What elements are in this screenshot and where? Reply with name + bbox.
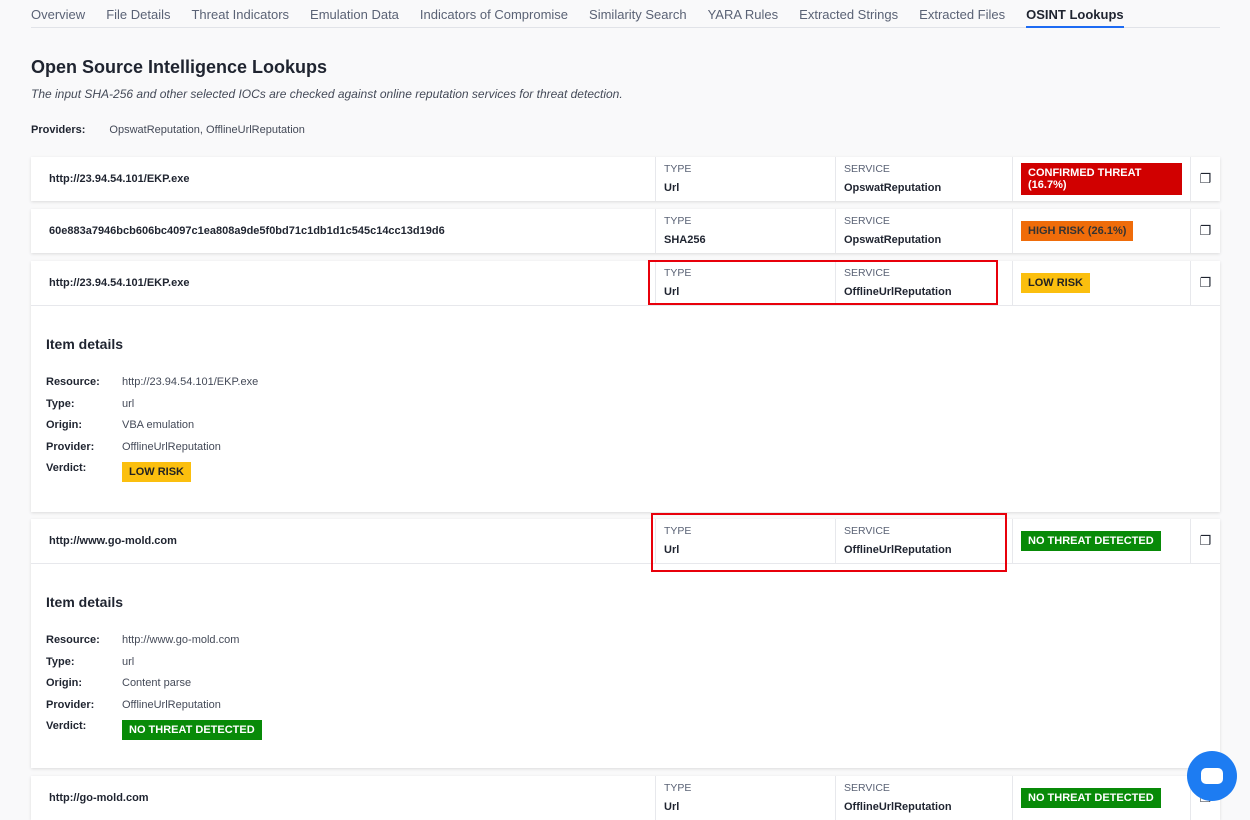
item-details-heading: Item details (46, 594, 124, 610)
detail-provider: Provider: OfflineUrlReputation (46, 699, 1205, 721)
service-value: OfflineUrlReputation (844, 801, 952, 813)
tab-iocs[interactable]: Indicators of Compromise (419, 7, 569, 22)
tab-file-details[interactable]: File Details (106, 7, 171, 22)
item-details-heading: Item details (46, 336, 124, 352)
service-label: SERVICE (844, 782, 890, 794)
osint-result-row[interactable]: http://go-mold.com TYPE Url SERVICE Offlin… (31, 776, 1220, 820)
detail-value: http://23.94.54.101/EKP.exe (122, 376, 259, 388)
detail-type: Type: url (46, 398, 1205, 420)
detail-type: Type: url (46, 656, 1205, 678)
detail-label: Origin: (46, 419, 83, 431)
tab-extracted-files[interactable]: Extracted Files (919, 7, 1006, 22)
tab-osint-lookups[interactable]: OSINT Lookups (1026, 0, 1124, 28)
osint-result-card: 60e883a7946bcb606bc4097c1ea808a9de5f0bd7… (31, 209, 1220, 253)
service-value: OfflineUrlReputation (844, 286, 952, 298)
detail-label: Resource: (46, 376, 100, 388)
detail-value: http://www.go-mold.com (122, 634, 240, 646)
verdict-badge: NO THREAT DETECTED (122, 720, 262, 740)
chat-bubble-icon (1201, 768, 1223, 784)
page-title: Open Source Intelligence Lookups (31, 57, 328, 77)
detail-resource: Resource: http://23.94.54.101/EKP.exe (46, 376, 1205, 398)
type-label: TYPE (664, 525, 692, 537)
type-label: TYPE (664, 163, 692, 175)
item-details: Item details Resource: http://www.go-mold… (31, 563, 1220, 768)
tab-similarity-search[interactable]: Similarity Search (589, 7, 687, 22)
tab-yara-rules[interactable]: YARA Rules (707, 7, 779, 22)
service-label: SERVICE (844, 163, 890, 175)
type-value: Url (664, 801, 680, 813)
service-value: OpswatReputation (844, 234, 942, 246)
detail-resource: Resource: http://www.go-mold.com (46, 634, 1205, 656)
detail-value: VBA emulation (122, 419, 195, 431)
type-label: TYPE (664, 782, 692, 794)
item-details: Item details Resource: http://23.94.54.10… (31, 305, 1220, 512)
type-label: TYPE (664, 267, 692, 279)
osint-result-card: http://23.94.54.101/EKP.exe TYPE Url SERV… (31, 157, 1220, 201)
detail-label: Type: (46, 655, 75, 668)
page-subtitle: The input SHA-256 and other selected IOC… (31, 87, 623, 101)
ioc-value: 60e883a7946bcb606bc4097c1ea808a9de5f0bd7… (49, 225, 445, 237)
detail-value: url (122, 397, 135, 410)
service-value: OpswatReputation (844, 182, 942, 194)
type-value: Url (664, 286, 680, 298)
copy-icon[interactable]: ❐ (1190, 209, 1220, 253)
verdict-badge: LOW RISK (122, 462, 191, 482)
osint-result-row[interactable]: 60e883a7946bcb606bc4097c1ea808a9de5f0bd7… (31, 209, 1220, 253)
ioc-value: http://23.94.54.101/EKP.exe (49, 277, 190, 289)
detail-origin: Origin: Content parse (46, 677, 1205, 699)
service-label: SERVICE (844, 267, 890, 279)
copy-icon[interactable]: ❐ (1190, 519, 1220, 563)
verdict-badge: CONFIRMED THREAT (16.7%) (1021, 163, 1182, 195)
detail-label: Provider: (46, 440, 95, 453)
type-value: SHA256 (664, 234, 706, 246)
detail-label: Resource: (46, 634, 100, 646)
detail-label: Provider: (46, 698, 95, 711)
osint-result-card: http://23.94.54.101/EKP.exe TYPE Url SERV… (31, 261, 1220, 512)
ioc-value: http://go-mold.com (49, 792, 149, 804)
tab-threat-indicators[interactable]: Threat Indicators (191, 7, 290, 22)
detail-label: Type: (46, 397, 75, 410)
detail-value: OfflineUrlReputation (122, 698, 221, 711)
detail-value: OfflineUrlReputation (122, 440, 221, 453)
detail-origin: Origin: VBA emulation (46, 419, 1205, 441)
verdict-badge: LOW RISK (1021, 273, 1090, 293)
type-value: Url (664, 182, 680, 194)
detail-label: Verdict: (46, 720, 87, 732)
tab-overview[interactable]: Overview (31, 7, 86, 22)
detail-verdict: Verdict: NO THREAT DETECTED (46, 720, 1205, 742)
copy-icon[interactable]: ❐ (1190, 261, 1220, 305)
tab-bar: Overview File Details Threat Indicators … (31, 0, 1220, 28)
tab-extracted-strings[interactable]: Extracted Strings (799, 7, 899, 22)
providers: Providers: OpswatReputation, OfflineUrlRe… (31, 124, 305, 136)
type-value: Url (664, 544, 680, 556)
tab-emulation-data[interactable]: Emulation Data (310, 7, 399, 22)
osint-result-row[interactable]: http://23.94.54.101/EKP.exe TYPE Url SERV… (31, 157, 1220, 201)
detail-label: Origin: (46, 677, 83, 689)
detail-label: Verdict: (46, 462, 87, 474)
osint-result-row[interactable]: http://23.94.54.101/EKP.exe TYPE Url SERV… (31, 261, 1220, 305)
detail-verdict: Verdict: LOW RISK (46, 462, 1205, 484)
detail-value: url (122, 655, 135, 668)
detail-value: Content parse (122, 677, 192, 689)
chat-button[interactable] (1187, 751, 1237, 801)
ioc-value: http://www.go-mold.com (49, 535, 177, 547)
osint-result-card: http://www.go-mold.com TYPE Url SERVICE Of… (31, 519, 1220, 768)
osint-result-row[interactable]: http://www.go-mold.com TYPE Url SERVICE Of… (31, 519, 1220, 563)
service-value: OfflineUrlReputation (844, 544, 952, 556)
providers-label: Providers: (31, 124, 86, 136)
detail-provider: Provider: OfflineUrlReputation (46, 441, 1205, 463)
verdict-badge: NO THREAT DETECTED (1021, 531, 1161, 551)
ioc-value: http://23.94.54.101/EKP.exe (49, 173, 190, 185)
osint-result-card: http://go-mold.com TYPE Url SERVICE Offlin… (31, 776, 1220, 820)
providers-value: OpswatReputation, OfflineUrlReputation (109, 124, 305, 136)
verdict-badge: HIGH RISK (26.1%) (1021, 221, 1134, 241)
service-label: SERVICE (844, 525, 890, 537)
copy-icon[interactable]: ❐ (1190, 157, 1220, 201)
service-label: SERVICE (844, 215, 890, 227)
highlight-box (648, 260, 998, 305)
verdict-badge: NO THREAT DETECTED (1021, 788, 1161, 808)
highlight-box (651, 513, 1007, 572)
type-label: TYPE (664, 215, 692, 227)
